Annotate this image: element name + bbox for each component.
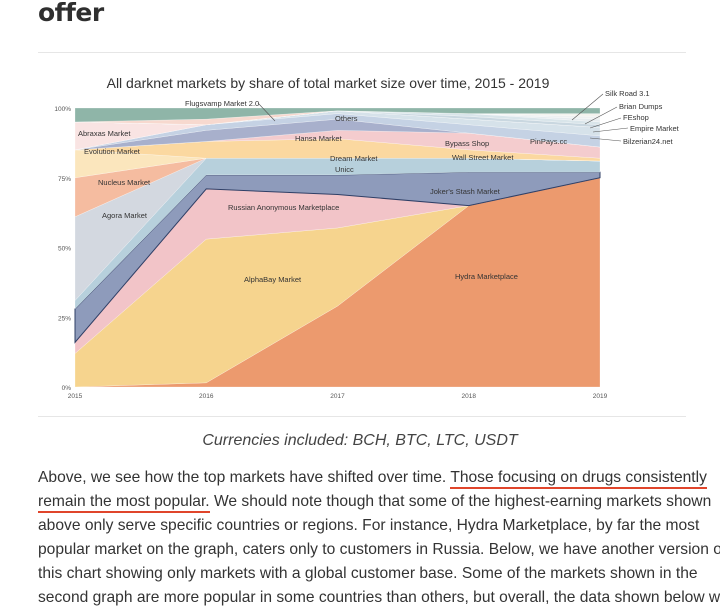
x-tick-label: 2016 [199,393,214,400]
x-tick-label: 2018 [462,393,477,400]
divider [38,416,686,417]
x-tick-label: 2015 [68,393,83,400]
y-tick-label: 50% [58,246,71,253]
label-nucleus: Nucleus Market [98,178,151,187]
text: above only serve specific countries or r… [38,517,700,534]
stacked-area-chart: All darknet markets by share of total ma… [54,75,680,400]
label-hansa: Hansa Market [295,134,343,143]
text: this chart showing only markets with a g… [38,565,698,582]
label-briandumps: Brian Dumps [619,102,663,111]
leader-lines [257,93,629,142]
chart-title: All darknet markets by share of total ma… [107,75,550,91]
divider [38,52,686,53]
x-tick-label: 2019 [593,393,608,400]
label-empire: Empire Market [630,124,680,133]
text: popular market on the graph, caters only… [38,541,720,558]
label-others: Others [335,114,358,123]
label-feshop: FEshop [623,113,649,122]
y-tick-label: 25% [58,315,71,322]
x-tick-label: 2017 [330,393,345,400]
y-tick-label: 0% [62,385,72,392]
label-dream: Dream Market [330,154,378,163]
label-bypass: Bypass Shop [445,139,489,148]
label-pinpays: PinPays.cc [530,137,567,146]
label-bilzerian: Bilzerian24.net [623,137,674,146]
area-others [74,107,601,123]
highlighted-text: Those focusing on drugs consistently [450,469,707,489]
section-heading: offer [38,0,104,27]
y-tick-label: 100% [54,106,71,113]
label-wallstreet: Wall Street Market [452,153,514,162]
label-silkroad: Silk Road 3.1 [605,89,650,98]
article-paragraph: Above, we see how the top markets have s… [38,466,720,610]
text: second graph are more popular in some co… [38,589,720,606]
label-unicc: Unicc [335,165,354,174]
label-agora: Agora Market [102,211,148,220]
y-tick-label: 75% [58,176,71,183]
text: Above, we see how the top markets have s… [38,469,451,486]
label-hydra: Hydra Marketplace [455,272,518,281]
label-abraxas: Abraxas Market [78,129,131,138]
label-flugsvamp: Flugsvamp Market 2.0 [185,99,259,108]
text: We should note though that some of the h… [209,493,712,510]
label-evolution: Evolution Market [84,147,141,156]
chart-caption: Currencies included: BCH, BTC, LTC, USDT [202,432,518,449]
label-ramp: Russian Anonymous Marketplace [228,203,339,212]
highlighted-text: remain the most popular. [38,493,210,513]
label-alphabay: AlphaBay Market [244,275,302,284]
label-jokers: Joker's Stash Market [430,187,501,196]
